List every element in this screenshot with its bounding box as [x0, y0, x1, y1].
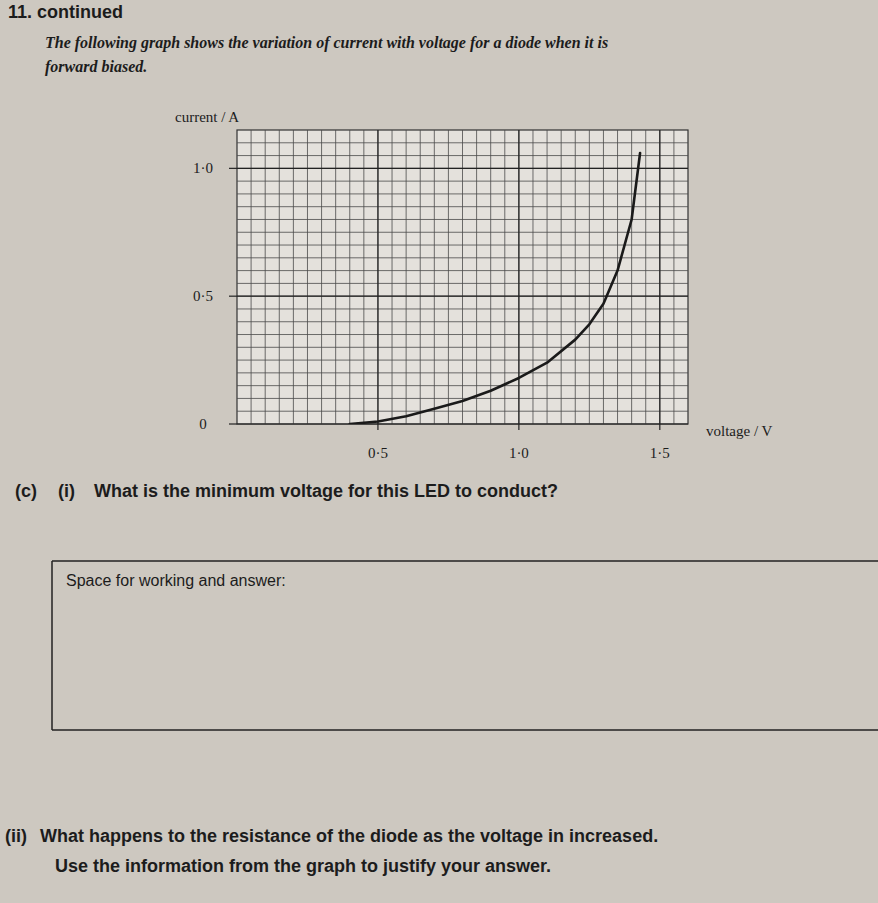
minor-grid [363, 130, 364, 424]
grid-line [237, 423, 688, 424]
minor-grid [237, 360, 688, 361]
minor-grid [589, 130, 590, 424]
minor-grid [237, 270, 688, 271]
minor-grid [673, 130, 674, 424]
question-part: (c) [15, 481, 37, 501]
x-axis-label: voltage / V [706, 423, 773, 439]
minor-grid [532, 130, 533, 424]
intro-text: The following graph shows the variation … [45, 34, 608, 52]
intro-text: forward biased. [45, 58, 147, 76]
grid-line [659, 130, 660, 424]
minor-grid [237, 385, 688, 386]
x-tick-label: 0·5 [368, 445, 388, 461]
minor-grid [237, 308, 688, 309]
answer-box-label: Space for working and answer: [66, 572, 286, 589]
y-axis-label: current / A [175, 109, 239, 125]
minor-grid [237, 411, 688, 412]
minor-grid [237, 347, 688, 348]
grid-line [518, 130, 519, 424]
iv-curve [350, 153, 640, 424]
minor-grid [631, 130, 632, 424]
minor-grid [237, 296, 688, 297]
background [0, 0, 878, 903]
question-text: What happens to the resistance of the di… [40, 826, 658, 846]
heading: 11. continued [8, 2, 123, 22]
minor-grid [392, 130, 393, 424]
minor-grid [237, 206, 688, 207]
x-tick [659, 424, 660, 430]
minor-grid [490, 130, 491, 424]
minor-grid [448, 130, 449, 424]
minor-grid [321, 130, 322, 424]
box-border [52, 560, 878, 562]
minor-grid [504, 130, 505, 424]
minor-grid [335, 130, 336, 424]
minor-grid [406, 130, 407, 424]
minor-grid [237, 245, 688, 246]
minor-grid [659, 130, 660, 424]
minor-grid [462, 130, 463, 424]
plot-area [237, 130, 688, 424]
minor-grid [237, 193, 688, 194]
y-tick [229, 296, 237, 297]
minor-grid [617, 130, 618, 424]
minor-grid [237, 181, 688, 182]
minor-grid [307, 130, 308, 424]
y-tick-label: 0 [199, 416, 207, 432]
minor-grid [561, 130, 562, 424]
minor-grid [237, 219, 688, 220]
minor-grid [237, 232, 688, 233]
minor-grid [420, 130, 421, 424]
minor-grid [279, 130, 280, 424]
page: 11. continued The following graph shows t… [0, 0, 878, 903]
box-border [51, 561, 53, 730]
minor-grid [237, 155, 688, 156]
x-tick [518, 424, 519, 430]
minor-grid [547, 130, 548, 424]
y-tick [229, 168, 237, 169]
minor-grid [237, 398, 688, 399]
minor-grid [518, 130, 519, 424]
minor-grid [237, 372, 688, 373]
minor-grid [251, 130, 252, 424]
x-tick [377, 424, 378, 430]
question-number: (i) [58, 481, 75, 501]
minor-grid [434, 130, 435, 424]
minor-grid [645, 130, 646, 424]
question-instruction: Use the information from the graph to ju… [55, 856, 551, 876]
grid-line [377, 130, 378, 424]
minor-grid [237, 334, 688, 335]
grid-line [237, 296, 688, 297]
box-border [52, 729, 878, 731]
y-tick-label: 0·5 [193, 288, 213, 304]
data-group [350, 153, 640, 424]
grid-line [237, 168, 688, 169]
question-text: What is the minimum voltage for this LED… [94, 481, 558, 501]
question-number: (ii) [5, 826, 27, 846]
minor-grid [377, 130, 378, 424]
minor-grid [265, 130, 266, 424]
minor-grid [603, 130, 604, 424]
minor-grid [575, 130, 576, 424]
minor-grid [349, 130, 350, 424]
y-tick [229, 423, 237, 424]
x-tick-label: 1·0 [509, 445, 529, 461]
minor-grid [293, 130, 294, 424]
minor-grid [476, 130, 477, 424]
minor-grid [237, 321, 688, 322]
minor-grid [237, 168, 688, 169]
y-tick-label: 1·0 [193, 160, 213, 176]
x-tick-label: 1·5 [650, 445, 670, 461]
chart: 0·5 1·0 1·5 0 0·5 1·0 current / A voltage / V [175, 109, 773, 461]
minor-grid [237, 283, 688, 284]
minor-grid [237, 142, 688, 143]
